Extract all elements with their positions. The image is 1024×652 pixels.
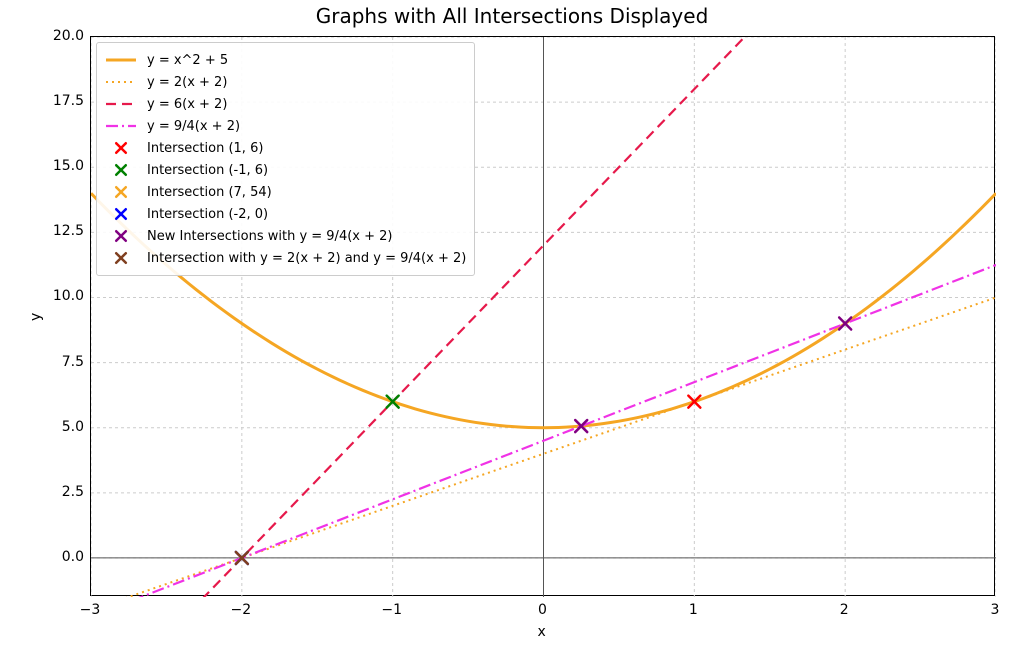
legend-row: Intersection (-2, 0): [105, 203, 466, 225]
y-tick-label: 0.0: [46, 549, 84, 565]
y-tick-label: 10.0: [46, 288, 84, 304]
legend-swatch: [105, 141, 137, 155]
legend-swatch: [105, 185, 137, 199]
legend-swatch: [105, 251, 137, 265]
legend-label: New Intersections with y = 9/4(x + 2): [147, 229, 392, 244]
y-tick-label: 20.0: [46, 28, 84, 44]
legend-label: Intersection (-1, 6): [147, 163, 268, 178]
legend-row: New Intersections with y = 9/4(x + 2): [105, 225, 466, 247]
figure: Graphs with All Intersections Displayed …: [0, 0, 1024, 652]
legend-row: Intersection (-1, 6): [105, 159, 466, 181]
legend: y = x^2 + 5 y = 2(x + 2) y = 6(x + 2) y = 9…: [96, 42, 475, 276]
x-tick-label: −3: [80, 602, 101, 618]
legend-label: Intersection (-2, 0): [147, 207, 268, 222]
chart-title: Graphs with All Intersections Displayed: [0, 4, 1024, 28]
legend-row: Intersection (1, 6): [105, 137, 466, 159]
y-tick-label: 15.0: [46, 158, 84, 174]
legend-row: y = x^2 + 5: [105, 49, 466, 71]
y-tick-label: 2.5: [46, 484, 84, 500]
legend-label: y = 9/4(x + 2): [147, 119, 240, 134]
x-tick-label: 0: [538, 602, 547, 618]
legend-label: y = 2(x + 2): [147, 75, 227, 90]
x-tick-label: −2: [231, 602, 252, 618]
x-tick-label: −1: [381, 602, 402, 618]
y-tick-label: 12.5: [46, 223, 84, 239]
legend-swatch: [105, 97, 137, 111]
x-tick-label: 3: [991, 602, 1000, 618]
y-tick-label: 5.0: [46, 419, 84, 435]
legend-swatch: [105, 53, 137, 67]
legend-row: y = 2(x + 2): [105, 71, 466, 93]
legend-label: y = 6(x + 2): [147, 97, 227, 112]
legend-row: y = 9/4(x + 2): [105, 115, 466, 137]
y-axis-label: y: [28, 313, 44, 321]
x-axis-label: x: [538, 624, 546, 640]
legend-swatch: [105, 163, 137, 177]
legend-swatch: [105, 75, 137, 89]
legend-label: Intersection (1, 6): [147, 141, 263, 156]
legend-label: y = x^2 + 5: [147, 53, 228, 68]
legend-row: Intersection with y = 2(x + 2) and y = 9…: [105, 247, 466, 269]
y-tick-label: 7.5: [46, 354, 84, 370]
x-tick-label: 1: [689, 602, 698, 618]
legend-row: y = 6(x + 2): [105, 93, 466, 115]
legend-swatch: [105, 229, 137, 243]
legend-label: Intersection (7, 54): [147, 185, 272, 200]
legend-swatch: [105, 207, 137, 221]
legend-row: Intersection (7, 54): [105, 181, 466, 203]
legend-swatch: [105, 119, 137, 133]
legend-label: Intersection with y = 2(x + 2) and y = 9…: [147, 251, 466, 266]
x-tick-label: 2: [840, 602, 849, 618]
y-tick-label: 17.5: [46, 93, 84, 109]
